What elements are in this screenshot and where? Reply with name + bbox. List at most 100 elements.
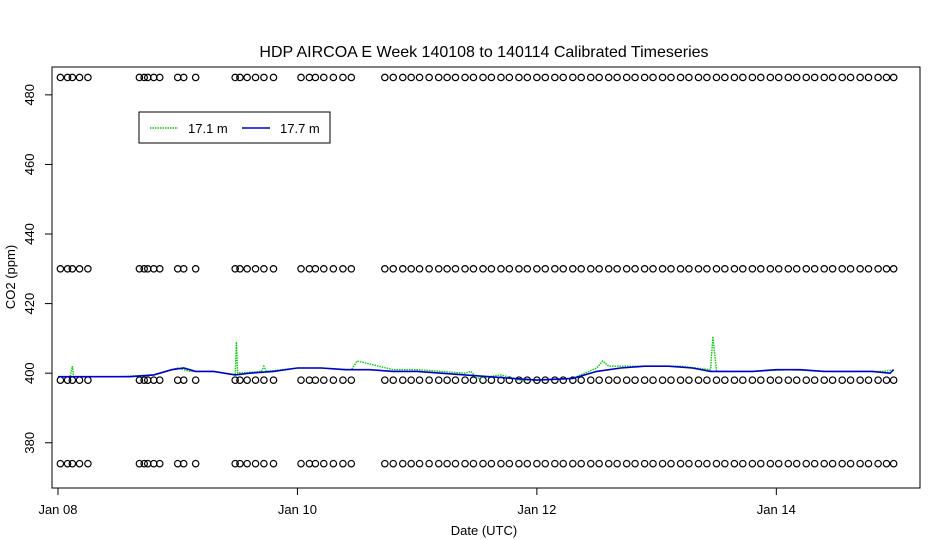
calibration-point [140,376,148,384]
calibration-point [730,73,739,82]
calibration-point [559,376,568,384]
calibration-point [407,459,415,468]
calibration-point [730,376,739,384]
calibration-point [155,265,164,273]
calibration-point [260,376,268,384]
calibration-point [586,265,595,273]
calibration-point [461,459,469,468]
calibration-point [756,265,765,273]
calibration-point [269,265,278,273]
calibration-point [191,376,200,384]
calibration-point [802,459,811,468]
calibration-point [339,265,347,273]
calibration-point [84,459,92,468]
calibration-point [784,73,793,82]
calibration-point [443,376,451,384]
calibration-point [135,459,144,468]
calibration-point [640,459,649,468]
calibration-point [75,73,84,82]
calibration-point [586,459,595,468]
calibration-point [63,459,72,468]
calibration-point [721,459,729,468]
calibration-point [523,73,532,82]
calibration-point [730,265,739,273]
calibration-point [756,459,765,468]
calibration-point [694,73,703,82]
calibration-point [889,459,898,468]
calibration-point [676,376,685,384]
calibration-point [874,376,882,384]
calibration-point [319,73,328,82]
calibration-point [56,73,65,82]
calibration-point [487,73,496,82]
calibration-point [179,459,188,468]
calibration-point [487,376,496,384]
calibration-point [712,376,721,384]
calibration-point [694,265,703,273]
x-tick-label: Jan 08 [38,502,77,517]
calibration-point [595,73,603,82]
calibration-point [269,376,278,384]
calibration-point [694,459,703,468]
calibration-point [703,265,711,273]
calibration-point [236,73,244,82]
calibration-point [191,73,200,82]
calibration-point [577,73,585,82]
calibration-point [838,459,846,468]
calibration-point [243,459,251,468]
calibration-point [533,459,541,468]
calibration-point [889,73,898,82]
calibration-point [631,265,639,273]
calibration-point [243,73,251,82]
calibration-point [828,459,837,468]
calibration-point [469,459,478,468]
calibration-point [766,73,775,82]
y-tick-label: 400 [22,362,37,384]
calibration-point [792,459,801,468]
calibration-point [461,265,469,273]
calibration-point [577,376,585,384]
x-axis-label: Date (UTC) [451,523,517,538]
calibration-point [703,376,711,384]
calibration-point [676,459,685,468]
calibration-point [407,73,415,82]
calibration-point [882,73,891,82]
y-axis-label: CO2 (ppm) [3,245,18,309]
calibration-point [505,459,514,468]
calibration-point [784,376,793,384]
calibration-point [68,459,77,468]
calibration-point [155,73,164,82]
y-axis: 380 400 420 440 460 480 [22,84,52,454]
series-line [58,336,894,381]
x-tick-label: Jan 10 [278,502,317,517]
calibration-point [559,73,568,82]
calibration-point [551,265,559,273]
calibration-point [568,73,577,82]
calibration-point [523,459,532,468]
calibration-point [774,376,783,384]
calibration-point [748,376,757,384]
calibration-point [523,265,532,273]
calibration-point [856,376,864,384]
calibration-point [479,73,487,82]
calibration-point [739,376,747,384]
calibration-point [568,376,577,384]
calibration-point [631,73,639,82]
calibration-point [846,265,855,273]
calibration-point [251,73,260,82]
calibration-point [84,376,92,384]
calibration-point [694,376,703,384]
calibration-point [828,376,837,384]
calibration-point [347,73,356,82]
calibration-point [586,376,595,384]
calibration-point [505,73,514,82]
calibration-point [461,73,469,82]
calibration-point [882,265,891,273]
calibration-point [135,376,144,384]
calibration-point [425,376,433,384]
calibration-point [613,265,621,273]
calibration-point [515,265,523,273]
calibration-point [260,459,268,468]
calibration-point [434,376,443,384]
